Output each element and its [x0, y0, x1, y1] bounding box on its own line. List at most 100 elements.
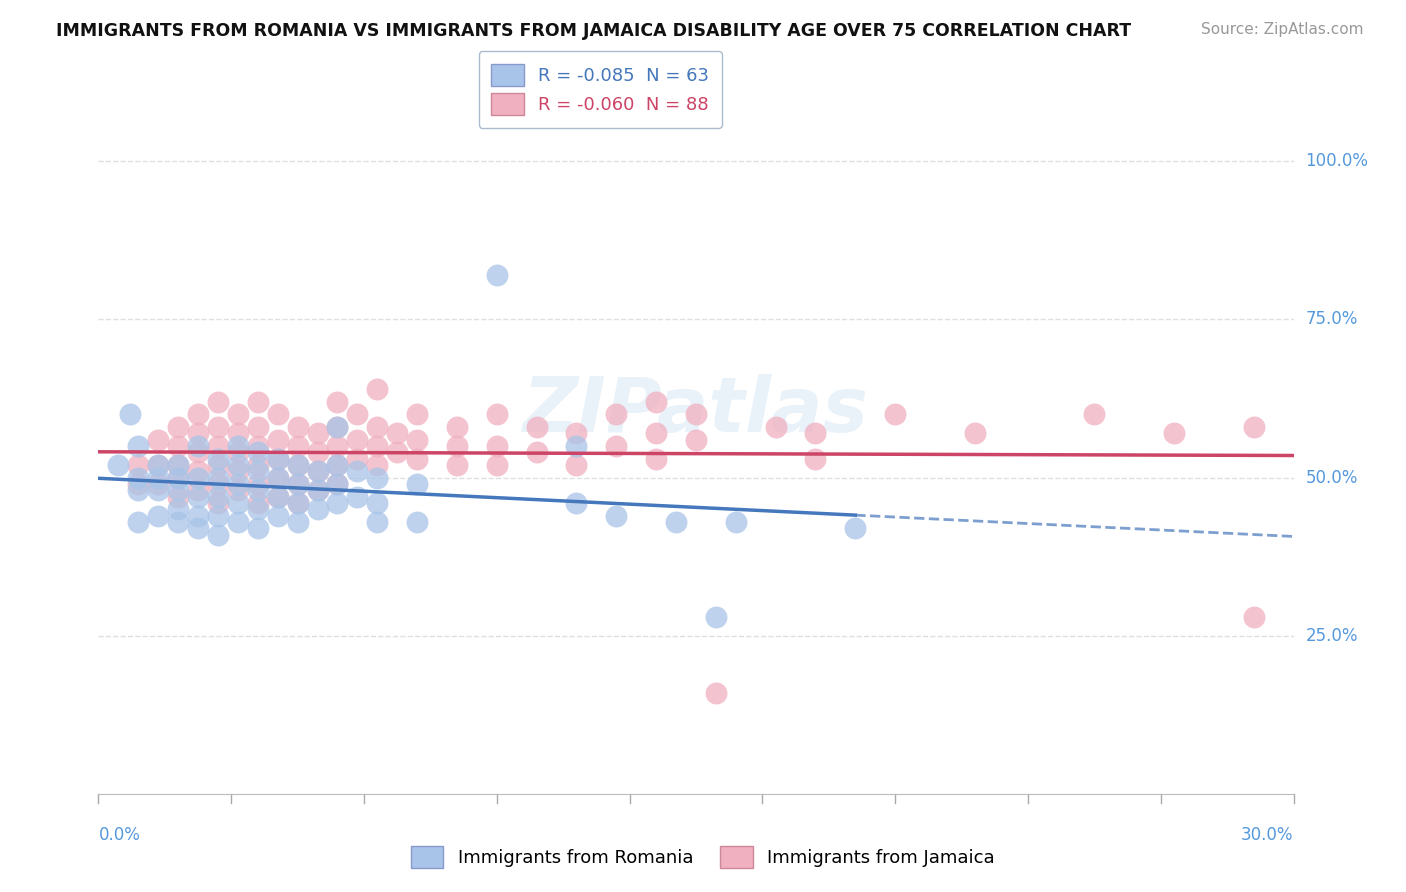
- Point: [287, 515, 309, 529]
- Point: [207, 508, 229, 523]
- Point: [148, 477, 170, 491]
- Point: [246, 521, 269, 535]
- Point: [167, 458, 190, 472]
- Legend: R = -0.085  N = 63, R = -0.060  N = 88: R = -0.085 N = 63, R = -0.060 N = 88: [479, 52, 721, 128]
- Point: [385, 426, 409, 441]
- Point: [406, 477, 429, 491]
- Point: [565, 426, 588, 441]
- Point: [226, 445, 249, 459]
- Point: [346, 464, 368, 478]
- Point: [267, 451, 290, 466]
- Point: [267, 433, 290, 447]
- Point: [187, 470, 209, 484]
- Point: [645, 426, 668, 441]
- Point: [187, 408, 209, 422]
- Point: [167, 470, 190, 484]
- Point: [127, 477, 149, 491]
- Point: [226, 458, 249, 472]
- Point: [246, 439, 269, 453]
- Point: [120, 408, 142, 422]
- Point: [446, 458, 468, 472]
- Text: 25.0%: 25.0%: [1306, 627, 1358, 645]
- Point: [1243, 609, 1265, 624]
- Point: [346, 408, 368, 422]
- Point: [287, 420, 309, 434]
- Point: [307, 445, 329, 459]
- Point: [307, 426, 329, 441]
- Text: 100.0%: 100.0%: [1306, 153, 1368, 170]
- Point: [267, 490, 290, 504]
- Text: Source: ZipAtlas.com: Source: ZipAtlas.com: [1201, 22, 1364, 37]
- Point: [107, 458, 129, 472]
- Point: [326, 420, 349, 434]
- Point: [406, 408, 429, 422]
- Point: [207, 496, 229, 510]
- Point: [187, 508, 209, 523]
- Point: [148, 458, 170, 472]
- Point: [307, 502, 329, 516]
- Point: [326, 496, 349, 510]
- Point: [246, 477, 269, 491]
- Point: [287, 439, 309, 453]
- Text: IMMIGRANTS FROM ROMANIA VS IMMIGRANTS FROM JAMAICA DISABILITY AGE OVER 75 CORREL: IMMIGRANTS FROM ROMANIA VS IMMIGRANTS FR…: [56, 22, 1132, 40]
- Point: [127, 515, 149, 529]
- Point: [406, 515, 429, 529]
- Point: [167, 502, 190, 516]
- Point: [287, 477, 309, 491]
- Point: [366, 515, 388, 529]
- Point: [207, 490, 229, 504]
- Point: [485, 268, 508, 283]
- Point: [148, 483, 170, 498]
- Point: [246, 445, 269, 459]
- Point: [685, 433, 707, 447]
- Point: [267, 451, 290, 466]
- Point: [127, 439, 149, 453]
- Point: [246, 502, 269, 516]
- Point: [446, 439, 468, 453]
- Point: [565, 458, 588, 472]
- Point: [366, 496, 388, 510]
- Point: [287, 458, 309, 472]
- Point: [246, 420, 269, 434]
- Point: [267, 490, 290, 504]
- Point: [287, 477, 309, 491]
- Point: [246, 483, 269, 498]
- Point: [207, 451, 229, 466]
- Point: [167, 490, 190, 504]
- Text: 75.0%: 75.0%: [1306, 310, 1358, 328]
- Point: [287, 496, 309, 510]
- Text: 30.0%: 30.0%: [1241, 825, 1294, 844]
- Point: [307, 464, 329, 478]
- Point: [1243, 420, 1265, 434]
- Point: [385, 445, 409, 459]
- Point: [326, 458, 349, 472]
- Point: [267, 470, 290, 484]
- Legend: Immigrants from Romania, Immigrants from Jamaica: Immigrants from Romania, Immigrants from…: [401, 835, 1005, 879]
- Point: [326, 439, 349, 453]
- Point: [187, 439, 209, 453]
- Point: [485, 458, 508, 472]
- Point: [963, 426, 986, 441]
- Point: [665, 515, 688, 529]
- Point: [1083, 408, 1105, 422]
- Point: [326, 477, 349, 491]
- Point: [605, 439, 627, 453]
- Point: [167, 420, 190, 434]
- Point: [187, 490, 209, 504]
- Point: [246, 394, 269, 409]
- Point: [366, 382, 388, 396]
- Point: [226, 496, 249, 510]
- Point: [267, 508, 290, 523]
- Point: [187, 445, 209, 459]
- Point: [167, 439, 190, 453]
- Point: [526, 445, 548, 459]
- Point: [307, 483, 329, 498]
- Point: [226, 408, 249, 422]
- Point: [246, 464, 269, 478]
- Point: [565, 439, 588, 453]
- Point: [446, 420, 468, 434]
- Point: [148, 458, 170, 472]
- Point: [605, 508, 627, 523]
- Point: [267, 408, 290, 422]
- Point: [226, 464, 249, 478]
